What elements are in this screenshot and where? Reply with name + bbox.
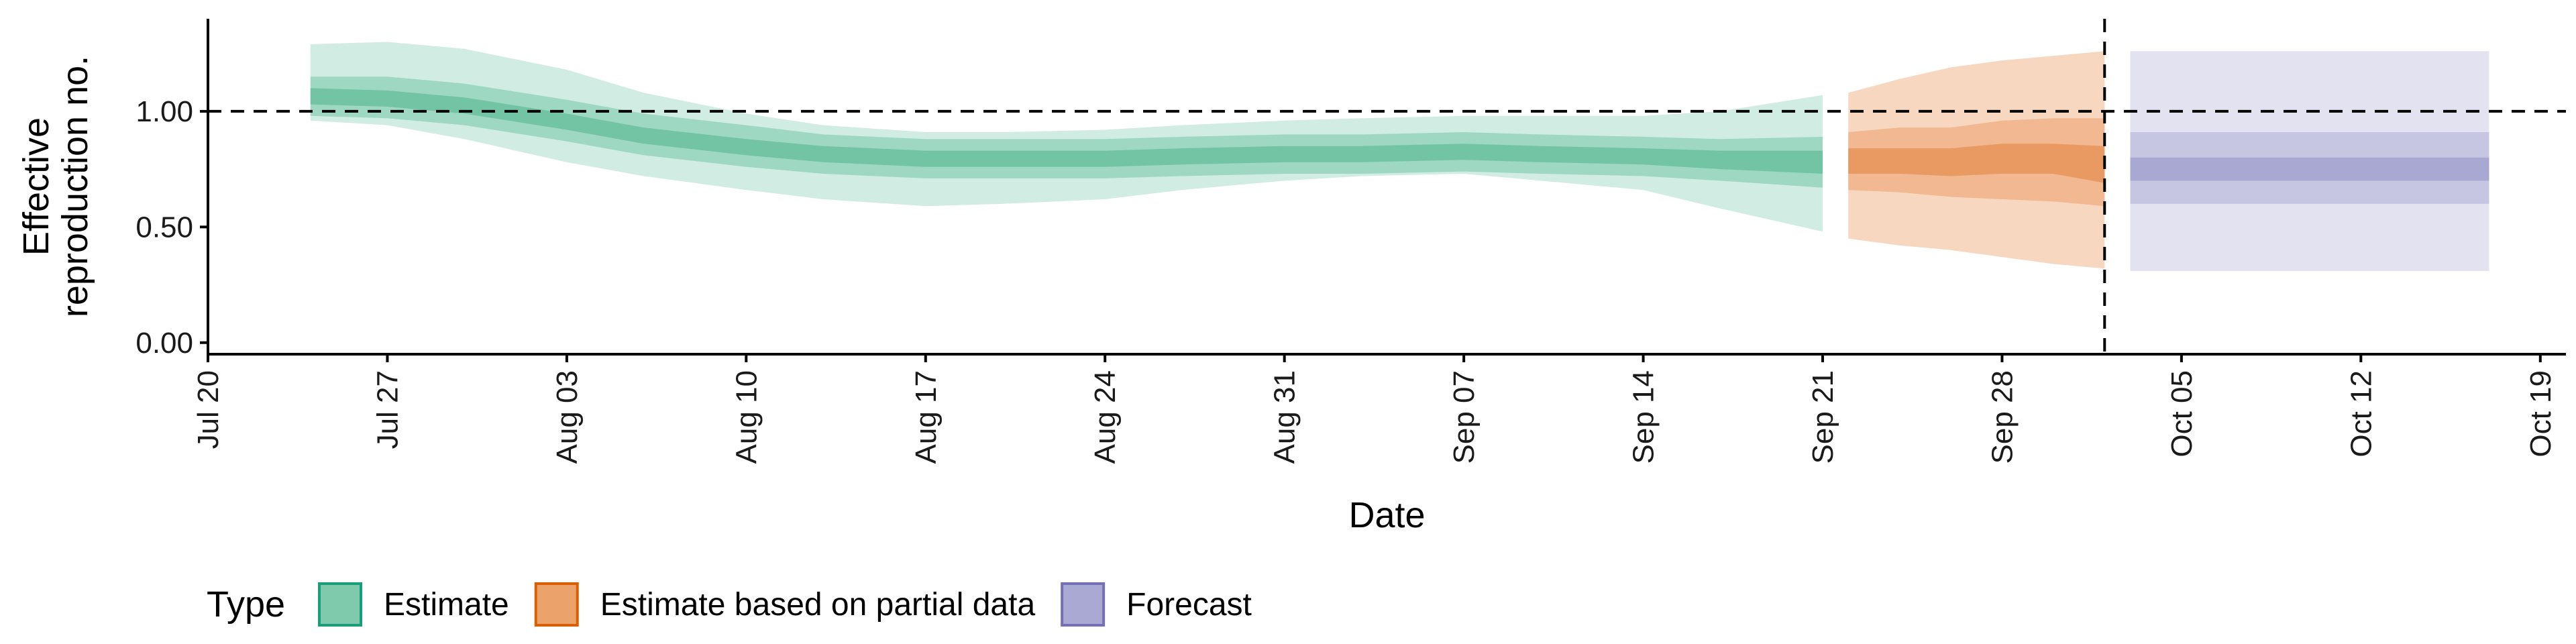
- x-tick-label: Sep 07: [1448, 370, 1481, 464]
- x-tick-label: Sep 28: [1986, 370, 2019, 464]
- legend-swatch: [318, 582, 362, 627]
- y-tick-label: 1.00: [136, 95, 193, 128]
- axes: 0.00 0.50 1.00 Jul 20 Jul 27 Aug 03 Aug 10 Aug …: [136, 19, 2566, 464]
- legend-item: Estimate: [318, 582, 509, 627]
- legend-label: Estimate: [384, 587, 509, 623]
- legend-title: Type: [207, 584, 285, 625]
- series-0: [310, 42, 1823, 232]
- x-tick-label: Aug 10: [730, 370, 763, 464]
- x-tick-label: Jul 27: [371, 370, 404, 449]
- series-2: [2130, 51, 2489, 271]
- band-inner: [1848, 144, 2105, 183]
- band-outer: [310, 42, 1823, 232]
- x-tick-label: Oct 05: [2165, 370, 2198, 458]
- y-axis-title-line: reproduction no.: [55, 56, 95, 317]
- band-inner: [310, 88, 1823, 174]
- x-tick-label: Oct 12: [2345, 370, 2377, 458]
- y-tick-label: 0.00: [136, 327, 193, 360]
- x-tick-label: Oct 19: [2524, 370, 2557, 458]
- x-tick-label: Aug 17: [910, 370, 943, 464]
- x-axis-title: Date: [1348, 495, 1425, 535]
- x-tick-label: Sep 21: [1807, 370, 1839, 464]
- x-tick-label: Aug 31: [1269, 370, 1301, 464]
- legend-swatch: [534, 582, 579, 627]
- legend: Type Estimate Estimate based on partial da…: [207, 582, 1252, 627]
- x-tick-label: Sep 14: [1627, 370, 1660, 464]
- y-tick-label: 0.50: [136, 211, 193, 244]
- band-inner: [2130, 157, 2489, 181]
- series-1: [1848, 51, 2105, 269]
- legend-swatch: [1061, 582, 1106, 627]
- legend-item: Estimate based on partial data: [534, 582, 1036, 627]
- legend-label: Estimate based on partial data: [600, 587, 1036, 623]
- y-axis-title-line: Effective: [16, 117, 56, 256]
- legend-item: Forecast: [1061, 582, 1252, 627]
- x-tick-label: Aug 24: [1089, 370, 1122, 464]
- x-tick-label: Jul 20: [192, 370, 225, 449]
- legend-label: Forecast: [1126, 587, 1252, 623]
- credible-interval-bands: [310, 42, 2489, 271]
- x-tick-label: Aug 03: [551, 370, 584, 464]
- reference-lines: [208, 19, 2566, 354]
